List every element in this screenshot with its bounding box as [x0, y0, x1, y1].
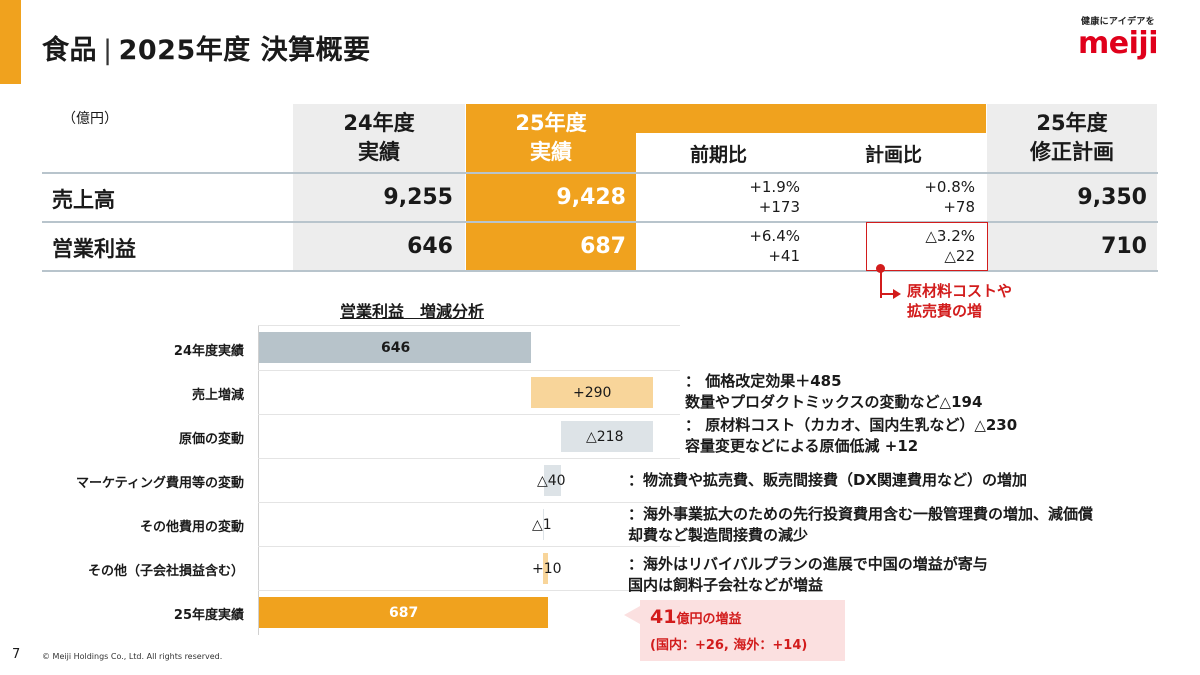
waterfall-value-other-exp: △1	[532, 517, 552, 533]
note-other: ：海外はリバイバルプランの進展で中国の増益が寄与 国内は飼料子会社などが増益	[628, 555, 988, 594]
header-yoy: 前期比	[690, 144, 748, 166]
waterfall-gridline	[258, 502, 680, 503]
highlight-box	[866, 222, 988, 271]
op-profit-plan: 710	[1101, 234, 1147, 259]
waterfall-label-cogs: 原価の変動	[178, 432, 244, 447]
cell-bg	[987, 223, 1157, 270]
waterfall-bar-sales	[531, 377, 653, 408]
op-profit-fy25: 687	[580, 234, 626, 259]
sales-fy24: 9,255	[383, 185, 453, 210]
page-title: 食品 | 2025年度 決算概要	[42, 35, 371, 66]
callout-pointer	[624, 606, 640, 624]
highlight-arrow	[882, 293, 894, 295]
note-marketing: ：物流費や拡売費、販売間接費（DX関連費用など）の増加	[628, 471, 1028, 489]
waterfall-value-fy25: 687	[389, 605, 419, 621]
waterfall-bar-other	[543, 553, 548, 584]
note-other-exp: ：海外事業拡大のための先行投資費用含む一般管理費の増加、減価償 却費など製造間接…	[628, 505, 1094, 544]
waterfall-gridline	[258, 325, 680, 326]
waterfall-value-marketing: △40	[537, 473, 566, 489]
table-rule-bottom	[42, 270, 1158, 272]
unit-label: （億円）	[62, 111, 118, 127]
waterfall-label-sales: 売上増減	[191, 388, 244, 403]
row-label-op-profit: 営業利益	[52, 237, 136, 261]
waterfall-label-other: その他（子会社損益含む）	[87, 564, 244, 579]
row-label-sales: 売上高	[52, 188, 115, 212]
op-profit-vs-plan: △3.2% △22	[925, 227, 975, 265]
header-fy24: 24年度 実績	[343, 111, 415, 164]
table-rule-mid	[42, 221, 1158, 223]
waterfall-label-fy25: 25年度実績	[173, 608, 244, 623]
highlight-note: 原材料コストや 拡売費の増	[907, 282, 1013, 320]
copyright: © Meiji Holdings Co., Ltd. All rights re…	[42, 652, 223, 661]
highlight-connector	[880, 271, 882, 298]
waterfall-gridline	[258, 546, 680, 547]
header-vs-plan: 計画比	[865, 144, 923, 166]
waterfall-label-fy24: 24年度実績	[173, 344, 244, 359]
sales-plan: 9,350	[1077, 185, 1147, 210]
waterfall-bar-marketing	[544, 465, 561, 496]
cell-bg	[466, 223, 636, 270]
callout-detail: (国内：+26, 海外：+14)	[650, 638, 808, 653]
header-fy25: 25年度 実績	[515, 111, 587, 164]
cell-bg	[466, 174, 636, 221]
waterfall-gridline	[258, 370, 680, 371]
waterfall-value-cogs: △218	[586, 429, 624, 445]
waterfall-label-marketing: マーケティング費用等の変動	[76, 476, 244, 491]
waterfall-gridline	[258, 458, 680, 459]
logo-brand: meiji	[1078, 26, 1158, 61]
table-rule-top	[42, 172, 1158, 174]
op-profit-fy24: 646	[407, 234, 453, 259]
note-cogs: ： 原材料コスト（カカオ、国内生乳など）△230 容量変更などによる原価低減 +…	[685, 416, 1018, 455]
callout-headline: 41億円の増益	[650, 606, 742, 628]
accent-bar	[0, 0, 21, 84]
cell-bg	[293, 223, 465, 270]
waterfall-gridline	[258, 590, 680, 591]
profit-callout: 41億円の増益 (国内：+26, 海外：+14)	[640, 600, 845, 661]
arrow-right-icon	[893, 289, 901, 299]
waterfall-bar-fy25	[259, 597, 548, 628]
page-number: 7	[12, 647, 21, 662]
waterfall-bar-cogs	[561, 421, 653, 452]
waterfall-label-other-exp: その他費用の変動	[139, 520, 244, 535]
sales-vs-plan: +0.8% +78	[924, 178, 975, 216]
waterfall-value-fy24: 646	[381, 340, 411, 356]
note-sales: ： 価格改定効果＋485 数量やプロダクトミックスの変動など△194	[685, 372, 983, 411]
header-plan: 25年度 修正計画	[1030, 111, 1114, 164]
sales-yoy: +1.9% +173	[749, 178, 800, 216]
header-plan-bg	[987, 104, 1157, 172]
header-fy25-bg	[466, 104, 636, 172]
cell-bg	[293, 174, 465, 221]
waterfall-value-sales: +290	[573, 385, 612, 401]
op-profit-yoy: +6.4% +41	[749, 227, 800, 265]
waterfall-bar-fy24	[259, 332, 531, 363]
meiji-logo: 健康にアイデアを meiji	[1078, 14, 1158, 61]
highlight-dot	[876, 264, 885, 273]
logo-tagline: 健康にアイデアを	[1081, 17, 1155, 27]
waterfall-gridline	[258, 414, 680, 415]
cell-bg	[987, 174, 1157, 221]
waterfall-axis	[258, 325, 259, 635]
waterfall-bar-other-exp	[543, 509, 544, 540]
sales-fy25: 9,428	[556, 185, 626, 210]
header-fy24-bg	[293, 104, 465, 172]
waterfall-title: 営業利益 増減分析	[340, 302, 485, 321]
waterfall-value-other: +10	[532, 561, 562, 577]
